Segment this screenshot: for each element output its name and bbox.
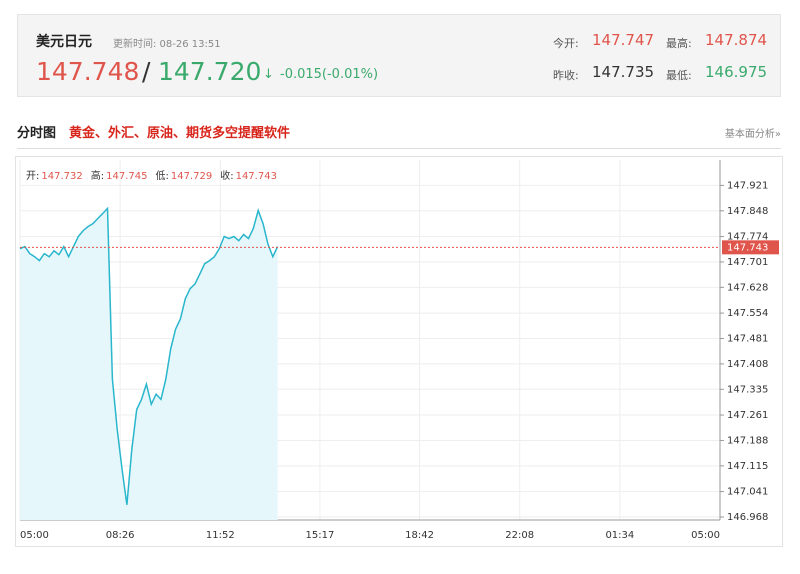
- y-tick-label: 147.335: [727, 384, 768, 395]
- change: -0.015(-0.01%): [280, 67, 379, 82]
- x-tick-label: 22:08: [505, 530, 534, 541]
- y-tick-label: 147.481: [727, 334, 768, 345]
- info-value: 147.743: [236, 171, 277, 182]
- info-value: 147.732: [41, 171, 82, 182]
- chart-frame: [15, 156, 783, 547]
- open-label: 今开:: [553, 37, 579, 50]
- analysis-link[interactable]: 基本面分析»: [724, 129, 781, 140]
- info-label: 收:: [220, 169, 233, 182]
- y-tick-label: 147.261: [727, 410, 768, 421]
- y-tick-label: 146.968: [727, 512, 768, 523]
- y-tick-label: 147.041: [727, 487, 768, 498]
- price-line: [19, 206, 279, 505]
- info-value: 147.729: [171, 171, 212, 182]
- prev-close-label: 昨收:: [553, 69, 579, 82]
- info-label: 高:: [91, 169, 104, 182]
- high-label: 最高:: [666, 37, 692, 50]
- y-tick-label: 147.408: [727, 359, 768, 370]
- tab-bar: 分时图 黄金、外汇、原油、期货多空提醒软件 基本面分析»: [17, 120, 781, 149]
- y-tick-label: 147.628: [727, 282, 768, 293]
- promo-link[interactable]: 黄金、外汇、原油、期货多空提醒软件: [69, 126, 291, 141]
- price-current: 147.720: [158, 57, 262, 86]
- info-label: 开:: [26, 171, 39, 182]
- separator: /: [142, 57, 151, 86]
- symbol-name: 美元日元: [36, 34, 92, 50]
- area: [20, 208, 278, 520]
- arrow: ↓: [263, 67, 274, 82]
- y-tick-label: 147.554: [727, 308, 768, 319]
- quote-header: 美元日元 更新时间: 08-26 13:51 147.748 / 147.720…: [17, 14, 781, 97]
- x-tick-label: 08:26: [106, 530, 135, 541]
- y-tick-label: 147.701: [727, 257, 768, 268]
- x-tick-label: 18:42: [405, 530, 434, 541]
- tab-title: 分时图: [17, 126, 57, 141]
- y-tick-label: 147.188: [727, 435, 768, 446]
- open: 147.747: [592, 31, 655, 49]
- price: 147.748: [36, 57, 140, 86]
- info-value: 147.745: [106, 171, 147, 182]
- x-tick-label: 05:00: [20, 530, 49, 541]
- x-tick-label: 01:34: [605, 530, 634, 541]
- low-label: 最低:: [666, 69, 692, 82]
- x-tick-label: 11:52: [206, 530, 235, 541]
- last-price-box: [722, 240, 779, 255]
- y-tick-label: 147.921: [727, 180, 768, 191]
- y-tick-label: 147.115: [727, 461, 768, 472]
- high: 147.874: [705, 31, 768, 49]
- y-tick-label: 147.848: [727, 206, 768, 217]
- y-tick-label: 147.774: [727, 232, 768, 243]
- prev-close: 147.735: [592, 63, 655, 81]
- update-time: 更新时间: 08-26 13:51: [113, 39, 221, 50]
- last-price-label: 147.743: [727, 242, 768, 253]
- info-label: 低:: [155, 169, 168, 182]
- x-tick-label: 15:17: [306, 530, 335, 541]
- low: 146.975: [705, 63, 768, 81]
- x-tick-label: 05:00: [691, 530, 720, 541]
